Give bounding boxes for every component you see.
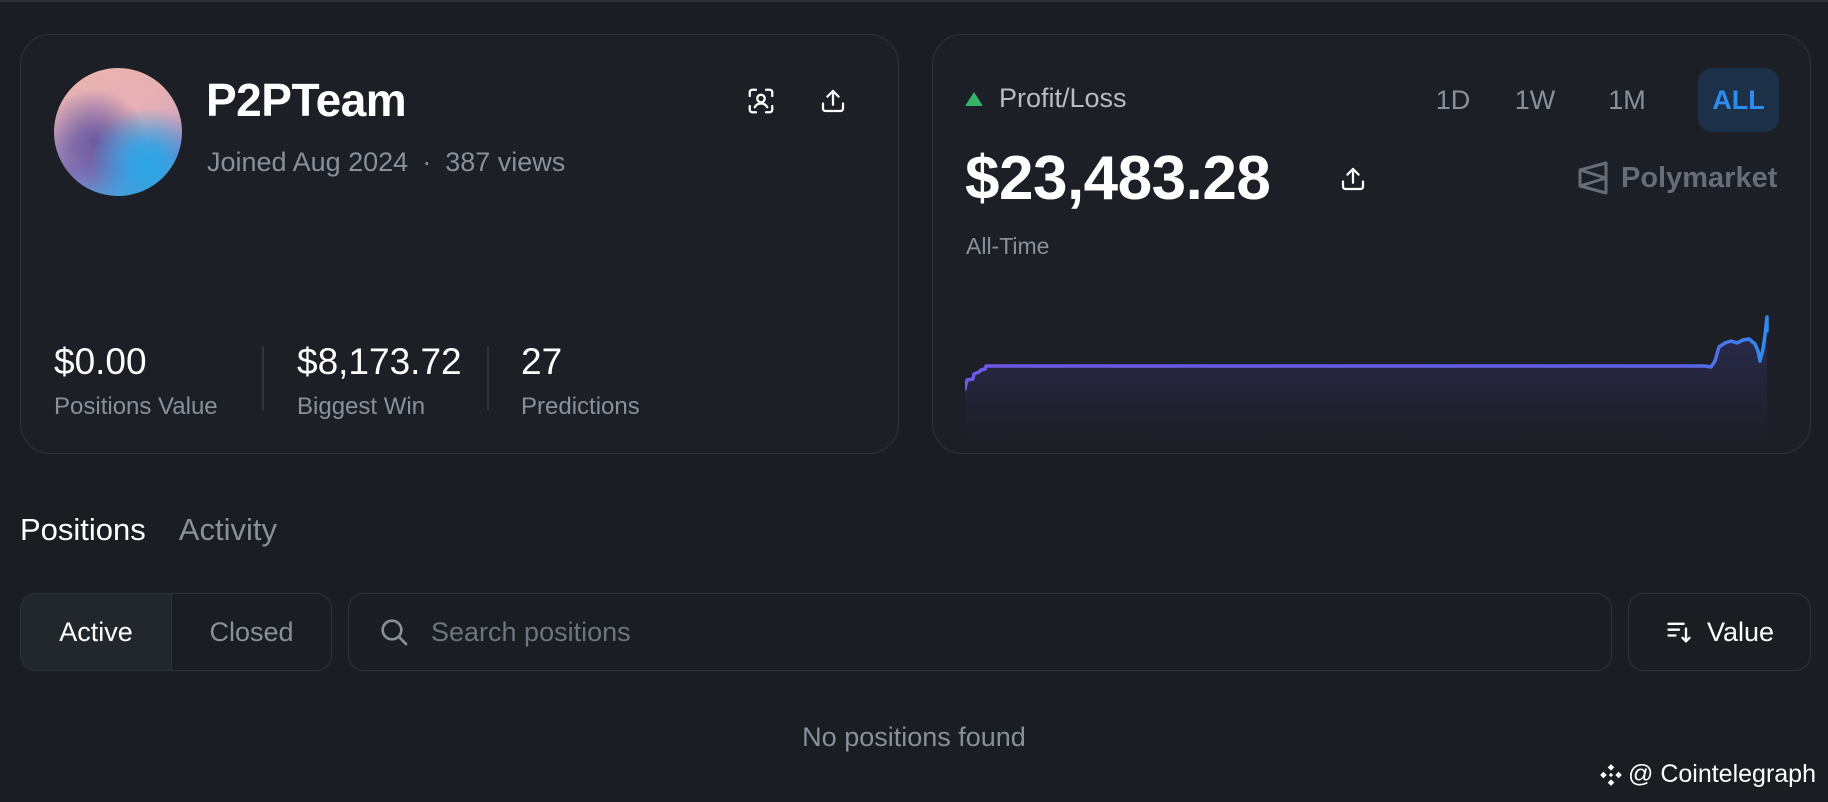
scan-user-icon xyxy=(748,88,774,114)
pnl-label-text: Profit/Loss xyxy=(999,83,1127,113)
stat-predictions: 27 Predictions xyxy=(521,341,640,421)
username: P2PTeam xyxy=(206,74,407,126)
sort-icon xyxy=(1667,622,1691,643)
trend-up-icon xyxy=(965,91,983,106)
tab-activity[interactable]: Activity xyxy=(178,512,277,547)
search-input[interactable] xyxy=(431,602,1611,662)
avatar xyxy=(54,68,182,196)
range-all-button[interactable]: ALL xyxy=(1698,68,1779,132)
range-1w-button[interactable]: 1W xyxy=(1514,84,1556,115)
brand-name: Polymarket xyxy=(1621,161,1778,194)
pnl-chart-area xyxy=(965,329,1767,443)
stat-divider xyxy=(487,346,489,410)
polymarket-logo-icon xyxy=(1578,161,1608,195)
pnl-chart-line xyxy=(965,315,1769,391)
range-1m-button[interactable]: 1M xyxy=(1608,84,1646,115)
share-icon xyxy=(1341,167,1365,191)
pnl-value: $23,483.28 xyxy=(965,144,1271,213)
polymarket-brand: Polymarket xyxy=(1577,161,1777,195)
empty-state-message: No positions found xyxy=(802,722,1026,752)
pnl-period: All-Time xyxy=(966,233,1050,259)
watermark: @ Cointelegraph xyxy=(1598,760,1816,789)
view-count: 387 views xyxy=(445,147,566,177)
profit-loss-card: Profit/Loss $23,483.28 All-Time 1D 1W 1M… xyxy=(932,34,1811,454)
profile-card: P2PTeam Joined Aug 2024 · 387 views $0.00 … xyxy=(20,34,899,454)
stat-value: $8,173.72 xyxy=(297,341,462,382)
top-border xyxy=(0,0,1828,2)
range-1d-button[interactable]: 1D xyxy=(1435,84,1471,115)
stat-divider xyxy=(262,346,264,410)
meta-separator: · xyxy=(422,147,432,177)
stat-positions-value: $0.00 Positions Value xyxy=(54,341,218,421)
watermark-text: @ Cointelegraph xyxy=(1628,760,1816,788)
stat-label: Predictions xyxy=(521,393,640,420)
stat-biggest-win: $8,173.72 Biggest Win xyxy=(297,341,462,421)
stat-value: 27 xyxy=(521,341,563,382)
search-box xyxy=(348,593,1612,671)
pnl-chart xyxy=(965,315,1769,443)
scan-profile-button[interactable] xyxy=(739,79,783,123)
stat-value: $0.00 xyxy=(54,341,147,382)
stat-label: Positions Value xyxy=(54,393,218,420)
share-icon xyxy=(821,89,845,113)
search-icon xyxy=(377,615,411,649)
profile-meta: Joined Aug 2024 · 387 views xyxy=(207,147,565,178)
closed-filter-button[interactable]: Closed xyxy=(209,616,294,647)
active-filter-button[interactable]: Active xyxy=(21,594,172,670)
sort-value-button[interactable]: Value xyxy=(1628,593,1811,671)
pnl-label: Profit/Loss xyxy=(965,83,1127,114)
share-pnl-button[interactable] xyxy=(1333,159,1373,199)
tab-positions[interactable]: Positions xyxy=(20,512,146,547)
sort-label: Value xyxy=(1706,616,1775,647)
joined-date: Joined Aug 2024 xyxy=(207,147,409,177)
share-profile-button[interactable] xyxy=(811,79,855,123)
status-toggle: Active Closed xyxy=(20,593,332,671)
position-tabs: Positions Activity xyxy=(20,512,310,548)
stat-label: Biggest Win xyxy=(297,393,426,420)
binance-logo-icon xyxy=(1600,763,1622,786)
